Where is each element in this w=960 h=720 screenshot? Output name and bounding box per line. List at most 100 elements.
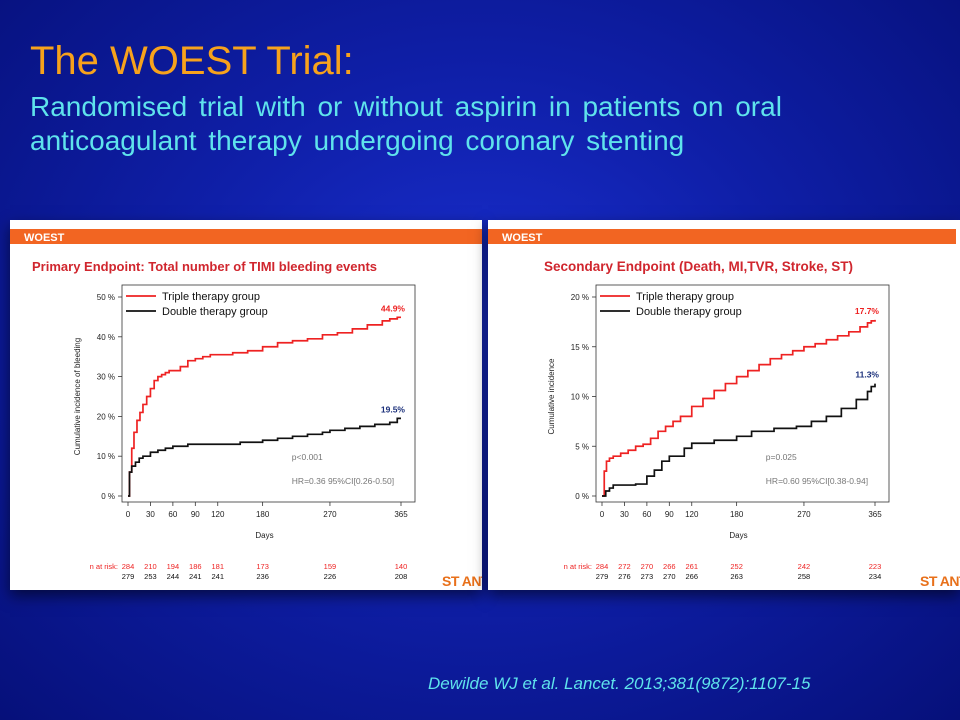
risk-table-cell: 266 [685,572,698,581]
y-tick-label: 10 % [571,393,589,402]
x-tick-label: 0 [126,510,131,519]
hazard-ratio: HR=0.36 95%CI[0.26-0.50] [292,476,394,486]
risk-table-cell: 284 [596,562,609,571]
p-value: p<0.001 [292,452,323,462]
x-tick-label: 180 [256,510,270,519]
risk-table-cell: 226 [324,572,337,581]
series-line-triple [128,316,401,497]
series-line-double [128,417,401,497]
risk-table-label: n at risk: [90,562,118,571]
risk-table-cell: 173 [256,562,269,571]
legend-entry: Double therapy group [636,306,742,318]
st-antonius-logo: ST ANTON [442,573,482,589]
risk-table-cell: 242 [798,562,811,571]
risk-table-cell: 236 [256,572,269,581]
header-bar [10,229,482,244]
chart-title: Secondary Endpoint (Death, MI,TVR, Strok… [544,259,853,274]
x-tick-label: 365 [868,510,882,519]
risk-table-label: n at risk: [564,562,592,571]
risk-table-cell: 241 [189,572,202,581]
secondary-endpoint-panel: WOEST Secondary Endpoint (Death, MI,TVR, … [488,220,960,590]
risk-table-cell: 234 [869,572,882,581]
y-tick-label: 50 % [97,293,115,302]
logo-text: ST ANTON [920,573,960,589]
x-tick-label: 60 [168,510,177,519]
risk-table-cell: 284 [122,562,135,571]
x-tick-label: 120 [211,510,225,519]
risk-table-cell: 194 [167,562,180,571]
secondary-endpoint-chart: WOEST Secondary Endpoint (Death, MI,TVR, … [488,229,960,589]
plot-frame [121,284,416,503]
risk-table-cell: 253 [144,572,157,581]
y-axis-label: Cumulative incidence [547,358,556,435]
chart-title: Primary Endpoint: Total number of TIMI b… [32,259,377,274]
x-tick-label: 60 [642,510,651,519]
legend-entry: Double therapy group [162,306,268,318]
x-tick-label: 270 [323,510,337,519]
end-value-label: 11.3% [855,370,879,380]
header-bar [488,229,956,244]
risk-table-cell: 208 [395,572,408,581]
end-value-label: 17.7% [855,306,880,316]
risk-table-cell: 241 [211,572,224,581]
risk-table-cell: 266 [663,562,676,571]
end-value-label: 19.5% [381,404,406,414]
x-tick-label: 90 [665,510,674,519]
risk-table-cell: 270 [663,572,676,581]
risk-table-cell: 140 [395,562,408,571]
x-tick-label: 365 [394,510,408,519]
y-tick-label: 40 % [97,333,115,342]
citation: Dewilde WJ et al. Lancet. 2013;381(9872)… [428,674,811,693]
risk-table-cell: 181 [211,562,224,571]
logo-text: ST ANTON [442,573,482,589]
legend-entry: Triple therapy group [636,291,734,303]
x-tick-label: 90 [191,510,200,519]
p-value: p=0.025 [766,452,797,462]
risk-table-cell: 159 [324,562,337,571]
legend-entry: Triple therapy group [162,291,260,303]
series-line-triple [602,319,876,497]
x-axis-label: Days [255,531,273,540]
x-tick-label: 30 [620,510,629,519]
primary-endpoint-chart: WOEST Primary Endpoint: Total number of T… [10,229,482,589]
st-antonius-logo: ST ANTON [920,573,960,589]
end-value-label: 44.9% [381,303,406,313]
y-axis-label: Cumulative incidence of bleeding [73,338,82,455]
risk-table-cell: 279 [596,572,609,581]
hazard-ratio: HR=0.60 95%CI[0.38-0.94] [766,476,868,486]
risk-table-cell: 258 [798,572,811,581]
y-tick-label: 15 % [571,343,589,352]
y-tick-label: 5 % [575,442,589,451]
y-tick-label: 10 % [97,452,115,461]
x-tick-label: 120 [685,510,699,519]
slide-title: The WOEST Trial: [30,39,354,83]
series-line-double [602,383,876,497]
risk-table-cell: 279 [122,572,135,581]
x-axis-label: Days [729,531,747,540]
risk-table-cell: 263 [730,572,743,581]
header-label: WOEST [502,232,543,244]
risk-table-cell: 186 [189,562,202,571]
x-tick-label: 0 [600,510,605,519]
risk-table-cell: 244 [167,572,180,581]
primary-endpoint-panel: WOEST Primary Endpoint: Total number of T… [10,220,482,590]
risk-table-cell: 276 [618,572,631,581]
risk-table-cell: 270 [641,562,654,571]
y-tick-label: 0 % [101,492,115,501]
plot-frame [595,284,890,503]
x-tick-label: 270 [797,510,811,519]
y-tick-label: 20 % [97,412,115,421]
y-tick-label: 0 % [575,492,589,501]
risk-table-cell: 273 [641,572,654,581]
y-tick-label: 20 % [571,293,589,302]
slide-subtitle: Randomised trial with or without aspirin… [30,91,782,156]
risk-table-cell: 210 [144,562,157,571]
x-tick-label: 30 [146,510,155,519]
x-tick-label: 180 [730,510,744,519]
risk-table-cell: 261 [685,562,698,571]
risk-table-cell: 252 [730,562,743,571]
risk-table-cell: 223 [869,562,882,571]
y-tick-label: 30 % [97,373,115,382]
risk-table-cell: 272 [618,562,631,571]
header-label: WOEST [24,232,65,244]
